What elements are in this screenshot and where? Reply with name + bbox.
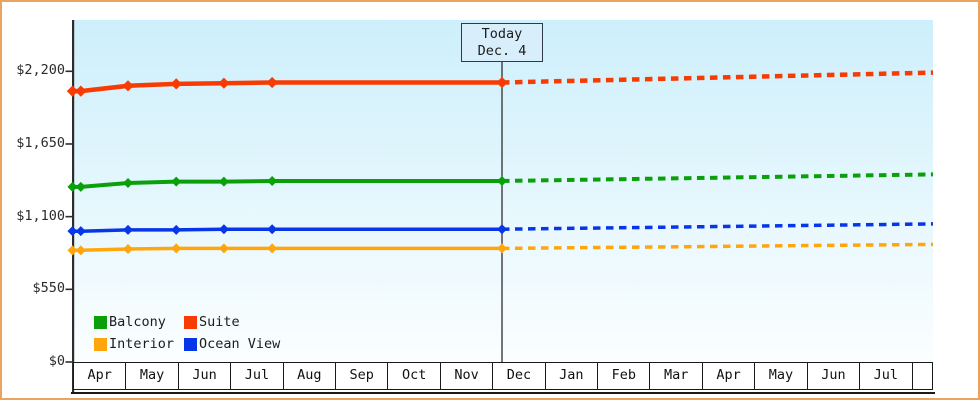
y-axis-label: $1,650 <box>16 134 65 151</box>
month-cell: Jun <box>179 363 232 389</box>
today-annotation-line2: Dec. 4 <box>477 42 527 59</box>
legend-swatch-interior <box>94 337 107 351</box>
legend-item-balcony: Balcony <box>94 314 166 330</box>
data-point-marker <box>218 243 229 254</box>
legend-label: Suite <box>199 314 240 330</box>
data-point-marker <box>497 175 508 186</box>
y-axis-label: $2,200 <box>16 62 65 79</box>
month-cell: Nov <box>441 363 494 389</box>
month-cell-partial <box>913 363 933 389</box>
month-cell: May <box>755 363 808 389</box>
data-point-marker <box>496 76 508 89</box>
legend-label: Ocean View <box>199 336 281 352</box>
data-point-marker <box>218 77 230 89</box>
today-annotation: Today Dec. 4 <box>461 23 543 62</box>
data-point-marker <box>171 243 182 254</box>
data-point-marker <box>75 85 87 97</box>
plot-background <box>74 20 933 362</box>
month-cell: Jul <box>231 363 284 389</box>
month-cell: Aug <box>284 363 337 389</box>
data-point-marker <box>267 175 278 186</box>
data-point-marker <box>75 181 86 192</box>
data-point-marker <box>67 226 78 237</box>
series-forecast-interior <box>501 242 934 251</box>
y-axis-label: $0 <box>48 353 65 369</box>
month-cell: Jul <box>860 363 913 389</box>
y-axis-label: $550 <box>32 280 65 297</box>
series-forecast-suite <box>501 70 934 85</box>
month-cell: Dec <box>493 363 546 389</box>
month-cell: Mar <box>650 363 703 389</box>
data-point-marker <box>266 76 278 89</box>
legend-item-interior: Interior <box>94 336 174 352</box>
y-axis-line <box>72 20 75 392</box>
data-point-marker <box>67 181 78 192</box>
series-line-interior <box>72 246 502 253</box>
legend-item-ocean-view: Ocean View <box>184 336 280 352</box>
data-point-marker <box>218 224 229 235</box>
data-point-marker <box>122 80 134 92</box>
legend-item-suite: Suite <box>184 314 240 330</box>
data-point-marker <box>171 224 182 235</box>
legend-swatch-suite <box>184 315 197 329</box>
month-cell: Apr <box>74 363 127 389</box>
data-point-marker <box>75 226 86 237</box>
data-point-marker <box>122 177 133 188</box>
month-axis-strip: Apr May Jun Jul Aug Sep Oct Nov Dec Jan Feb Mar Apr M… <box>73 362 933 390</box>
data-point-marker <box>171 176 182 187</box>
series-forecast-ocean-view <box>501 222 934 231</box>
data-point-marker <box>122 224 133 235</box>
data-point-marker <box>267 224 278 235</box>
legend-label: Interior <box>109 336 175 352</box>
y-axis-label: $1,100 <box>16 207 65 224</box>
data-point-marker <box>170 78 182 90</box>
data-point-marker <box>66 85 79 97</box>
month-cell: Sep <box>336 363 389 389</box>
data-point-marker <box>75 245 86 256</box>
month-cell: Feb <box>598 363 651 389</box>
month-cell: Oct <box>388 363 441 389</box>
month-cell: May <box>126 363 179 389</box>
month-cell: Apr <box>703 363 756 389</box>
series-line-ocean-view <box>72 227 502 233</box>
axis-underline <box>71 391 935 394</box>
data-point-marker <box>497 243 508 254</box>
data-point-marker <box>122 244 133 255</box>
series-forecast-balcony <box>501 172 934 183</box>
data-point-marker <box>497 224 508 235</box>
month-cell: Jan <box>546 363 599 389</box>
data-point-marker <box>67 245 78 256</box>
legend-label: Balcony <box>109 314 166 330</box>
month-cell: Jun <box>808 363 861 389</box>
data-point-marker <box>218 176 229 187</box>
today-annotation-line1: Today <box>481 25 523 42</box>
legend-swatch-balcony <box>94 315 107 329</box>
data-point-marker <box>267 243 278 254</box>
legend-swatch-ocean-view <box>184 337 197 351</box>
